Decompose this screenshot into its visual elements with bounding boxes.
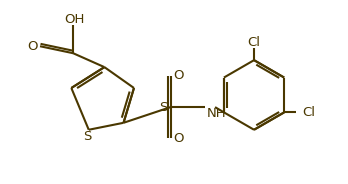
Text: S: S	[159, 101, 167, 114]
Text: Cl: Cl	[247, 36, 261, 49]
Text: O: O	[173, 69, 183, 82]
Text: OH: OH	[65, 13, 85, 26]
Text: O: O	[27, 40, 38, 53]
Text: NH: NH	[207, 107, 227, 120]
Text: Cl: Cl	[303, 106, 316, 119]
Text: O: O	[173, 132, 183, 145]
Text: S: S	[83, 130, 91, 143]
